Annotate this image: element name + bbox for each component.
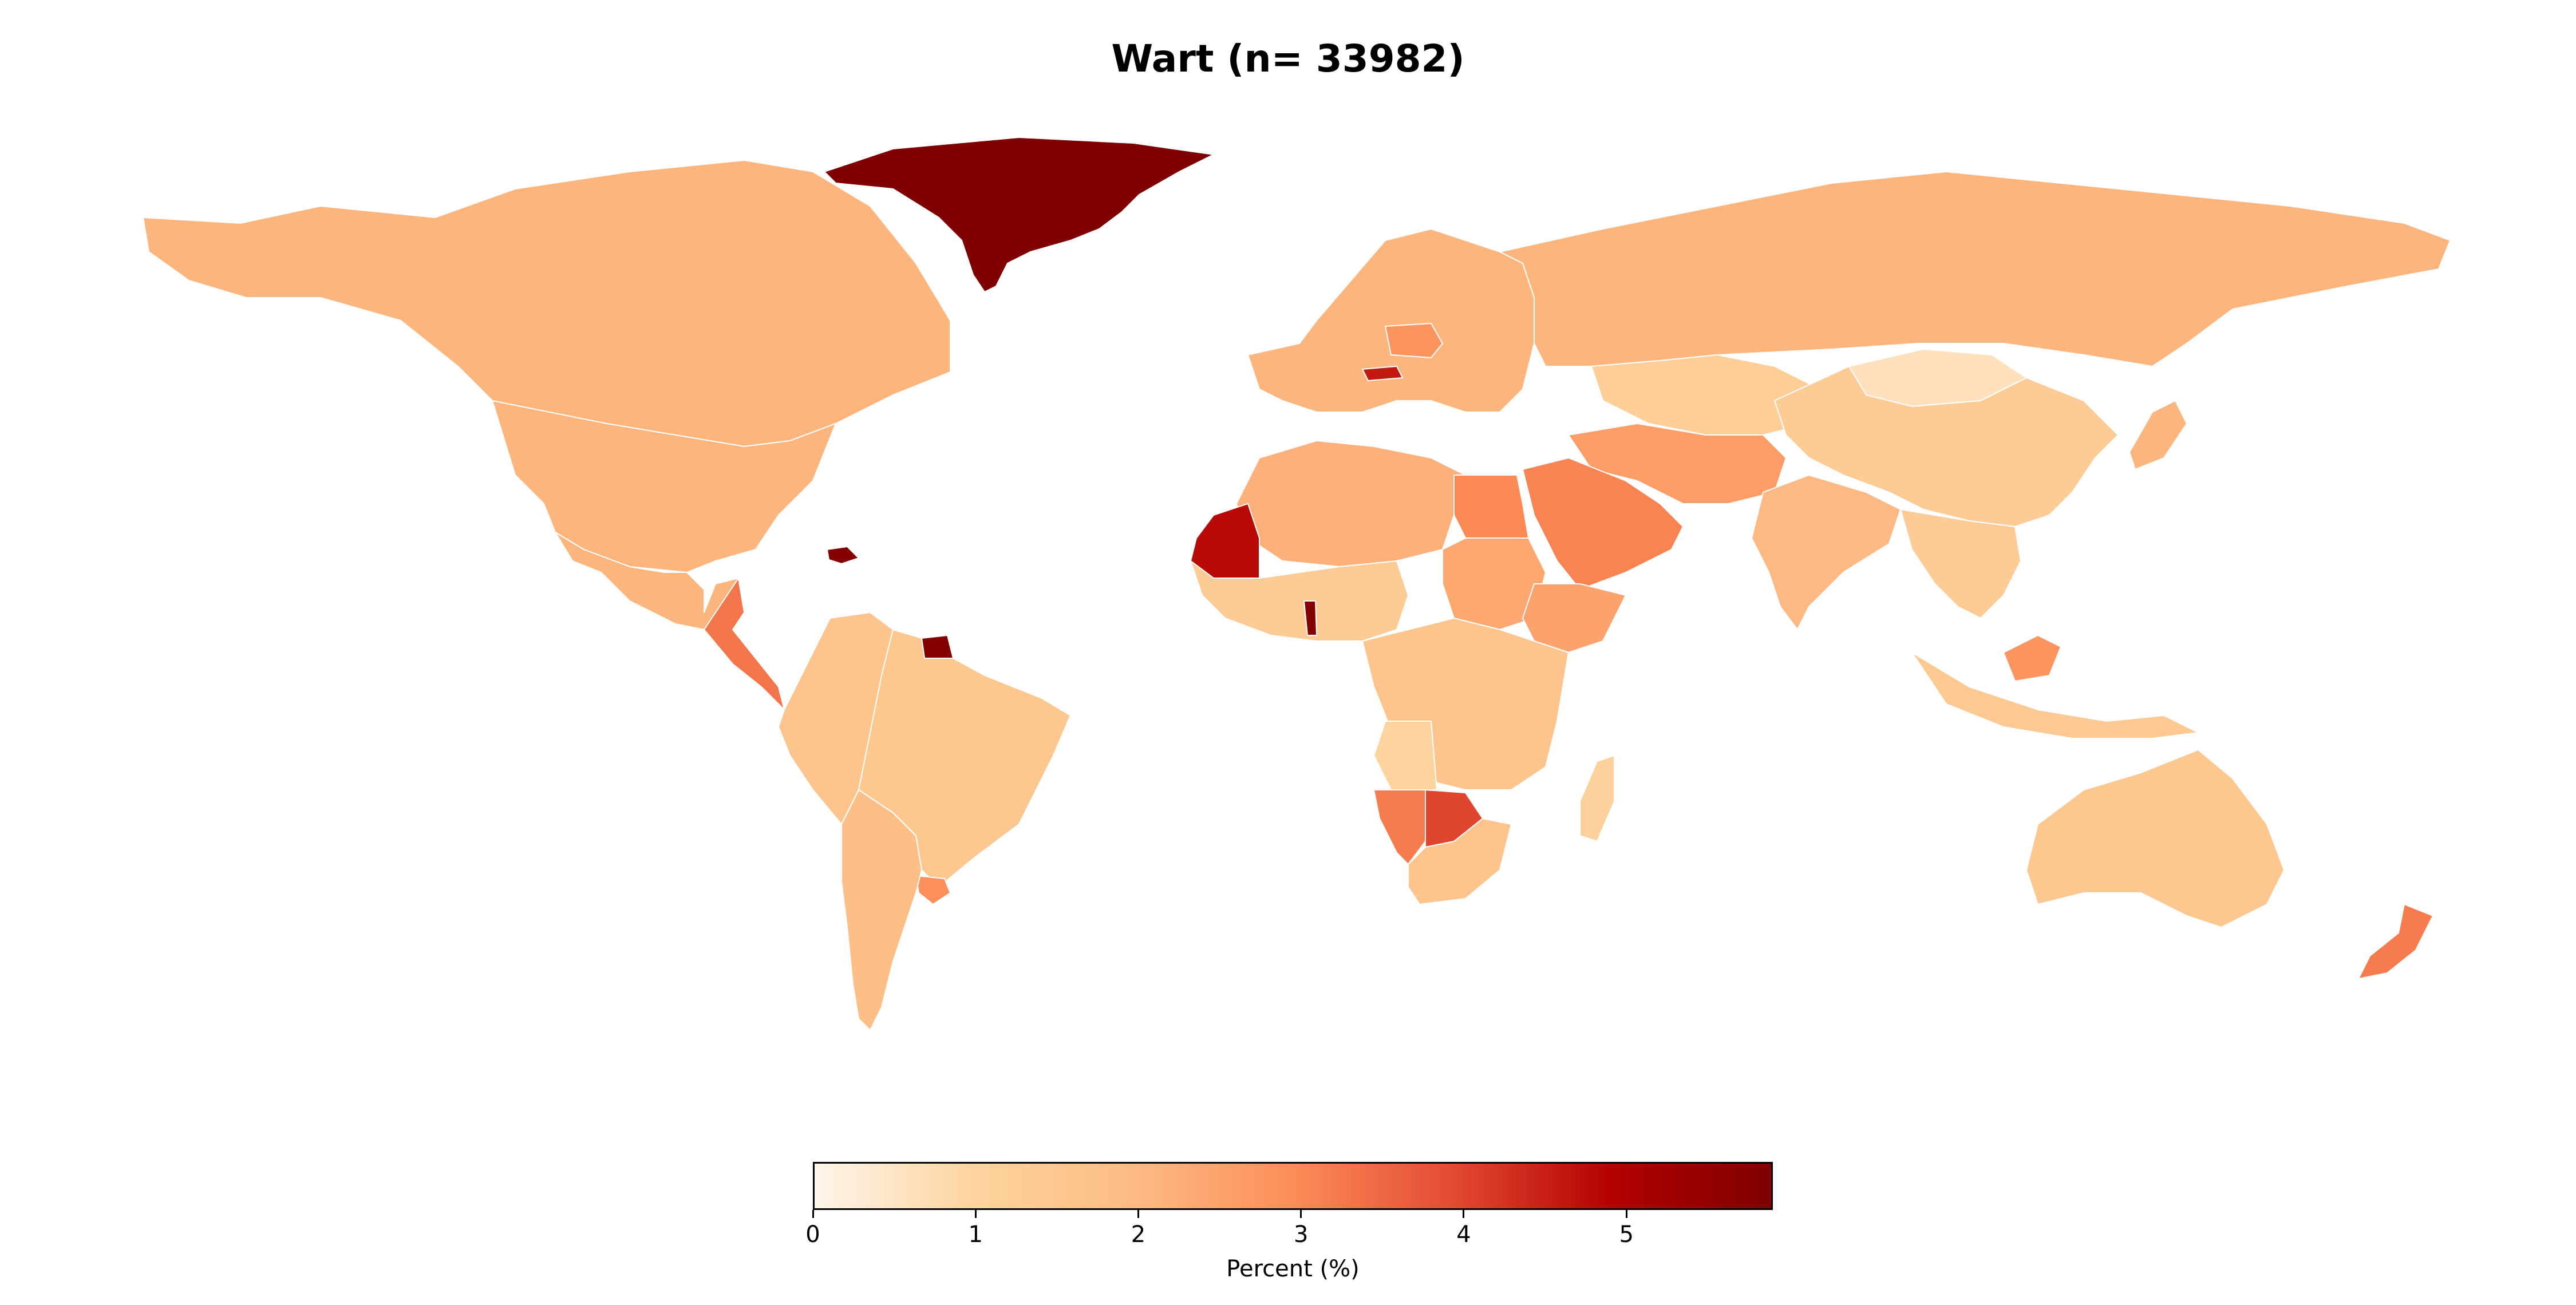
region-usa (492, 400, 836, 573)
region-saudi-arabia (1522, 457, 1684, 590)
region-greenland (824, 137, 1214, 292)
region-indonesia (1911, 652, 2199, 739)
colorbar-tick-label: 1 (968, 1221, 983, 1248)
region-russia (1499, 171, 2451, 367)
colorbar-tick-label: 0 (805, 1221, 820, 1248)
region-north-africa (1236, 440, 1466, 567)
region-dominican-republic (827, 546, 859, 564)
region-new-zealand (2358, 904, 2433, 979)
region-argentina (841, 789, 922, 1031)
region-borneo (2003, 635, 2061, 682)
colorbar-tick (1300, 1210, 1302, 1218)
region-canada (143, 160, 951, 447)
colorbar (813, 1162, 1773, 1210)
colorbar-tick-label: 3 (1293, 1221, 1309, 1248)
colorbar-tick-label: 5 (1619, 1221, 1634, 1248)
region-benin (1303, 600, 1317, 636)
colorbar-tick (1463, 1210, 1465, 1218)
region-namibia (1373, 789, 1426, 865)
region-china (1774, 366, 2119, 527)
region-india (1751, 474, 1901, 630)
region-poland (1385, 323, 1443, 358)
region-australia (2026, 749, 2285, 928)
colorbar-label: Percent (%) (1226, 1256, 1360, 1282)
region-japan (2129, 400, 2187, 470)
region-angola (1373, 721, 1437, 790)
colorbar-tick-label: 2 (1131, 1221, 1146, 1248)
region-mexico (555, 532, 739, 630)
chart-title: Wart (n= 33982) (1111, 37, 1465, 81)
region-south-africa (1408, 818, 1512, 905)
colorbar-tick (1625, 1210, 1627, 1218)
colorbar-tick (974, 1210, 977, 1218)
region-austria (1362, 366, 1403, 381)
region-central-america (704, 578, 785, 710)
region-west-africa (1190, 560, 1409, 642)
region-europe (1247, 228, 1535, 413)
region-mauritania (1190, 503, 1260, 579)
region-uruguay (915, 875, 951, 905)
colorbar-tick-label: 4 (1456, 1221, 1471, 1248)
region-southeast-asia (1900, 509, 2021, 619)
colorbar-gradient (815, 1164, 1771, 1208)
colorbar-tick (812, 1210, 814, 1218)
region-madagascar (1579, 755, 1615, 842)
colorbar-tick (1137, 1210, 1139, 1218)
region-ethiopia (1522, 583, 1626, 653)
region-egypt (1453, 474, 1529, 539)
